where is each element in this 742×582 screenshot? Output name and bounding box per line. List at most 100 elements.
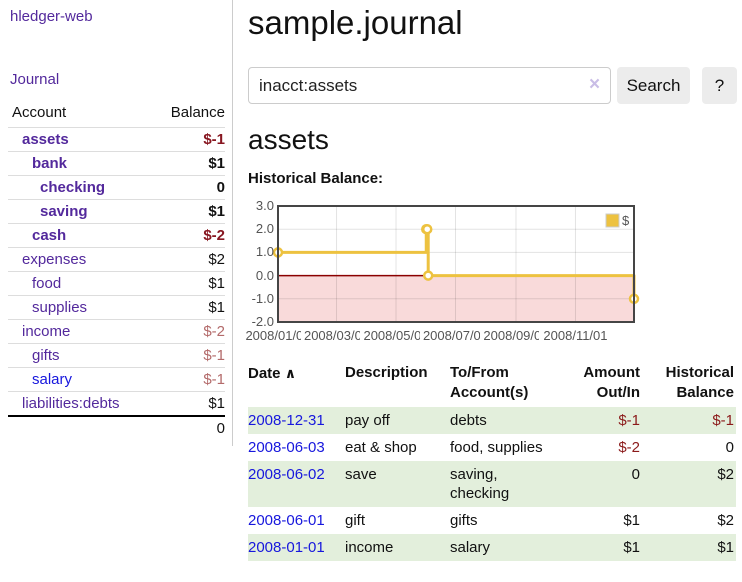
account-row: saving $1 [8, 199, 225, 224]
account-row: checking 0 [8, 175, 225, 200]
account-balance: $1 [150, 199, 225, 224]
x-axis-tick-label: 2008/01/01 [242, 328, 314, 343]
transaction-accounts: saving, checking [450, 466, 510, 502]
account-row: supplies $1 [8, 295, 225, 320]
account-link[interactable]: saving [40, 203, 88, 220]
column-header-balance: Historical Balance [665, 364, 734, 401]
account-row: gifts $-1 [8, 343, 225, 368]
transaction-description: eat & shop [345, 439, 417, 456]
account-link[interactable]: expenses [22, 251, 87, 268]
x-axis-tick-label: 2008/05/01 [360, 328, 433, 343]
account-link[interactable]: bank [32, 155, 68, 172]
accounts-header-balance: Balance [170, 104, 225, 121]
account-balance: $-1 [150, 127, 225, 152]
account-link[interactable]: supplies [32, 299, 88, 316]
y-axis-tick-label: -2.0 [251, 314, 274, 329]
transaction-date-link[interactable]: 2008-06-01 [248, 512, 325, 529]
account-balance: $-1 [150, 343, 225, 368]
x-axis-tick-label: 2008/09/01 [479, 328, 552, 343]
y-axis-tick-label: 1.0 [255, 244, 274, 260]
brand-link[interactable]: hledger-web [10, 8, 93, 25]
data-point-marker [422, 270, 434, 281]
transaction-row: 2008-06-02 save saving, checking 0 $2 [248, 461, 736, 507]
transaction-balance: $2 [717, 512, 734, 529]
page-title: sample.journal [248, 4, 463, 41]
accounts-total: 0 [150, 415, 225, 440]
transaction-balance: $-1 [712, 412, 734, 429]
transaction-balance: $1 [717, 539, 734, 556]
transaction-row: 2008-06-03 eat & shop food, supplies $-2 0 [248, 434, 736, 461]
transaction-amount: $-1 [618, 412, 640, 429]
y-axis-tick-label: 2.0 [255, 221, 274, 237]
transaction-balance: 0 [725, 439, 734, 456]
transaction-date-link[interactable]: 2008-06-03 [248, 439, 325, 456]
transaction-accounts: debts [450, 412, 487, 429]
transaction-date-link[interactable]: 2008-06-02 [248, 466, 325, 483]
transaction-description: income [345, 539, 394, 556]
search-button[interactable]: Search [617, 67, 690, 104]
search-input[interactable] [248, 67, 611, 104]
transaction-amount: $1 [623, 512, 640, 529]
account-link[interactable]: income [22, 323, 71, 340]
sidebar-item-journal[interactable]: Journal [10, 71, 60, 88]
transaction-description: save [345, 466, 377, 483]
account-balance: 0 [150, 175, 225, 200]
chart-title: Historical Balance: [248, 170, 384, 187]
account-balance: $-2 [150, 223, 225, 248]
account-link[interactable]: cash [32, 227, 67, 244]
column-header-amount: Amount Out/In [583, 364, 640, 401]
register-table: Date ∧ Description To/From Account(s) Am… [248, 361, 736, 561]
account-link[interactable]: assets [22, 131, 69, 148]
account-row: cash $-2 [8, 223, 225, 248]
transaction-description: gift [345, 512, 366, 529]
column-header-date[interactable]: Date ∧ [248, 365, 297, 382]
account-balance: $1 [150, 151, 225, 176]
sidebar-divider [232, 0, 233, 446]
accounts-table: Account Balance assets $-1 bank $1 checking 0… [8, 100, 225, 440]
x-axis-tick-label: 2008/07/01 [419, 328, 492, 343]
account-link[interactable]: food [32, 275, 62, 292]
account-balance: $-1 [150, 367, 225, 392]
y-axis-tick-label: 0.0 [255, 267, 274, 283]
account-balance: $1 [150, 271, 225, 296]
column-header-accounts: To/From Account(s) [450, 364, 529, 401]
transaction-row: 2008-01-01 income salary $1 $1 [248, 534, 736, 561]
transaction-date-link[interactable]: 2008-12-31 [248, 412, 325, 429]
transaction-row: 2008-06-01 gift gifts $1 $2 [248, 507, 736, 534]
negative-region [278, 275, 634, 322]
accounts-total-row: 0 [8, 415, 225, 440]
account-table-body: assets $-1 bank $1 checking 0 saving $1 cash $-2 e… [8, 127, 225, 440]
help-button[interactable]: ? [702, 67, 737, 104]
y-axis-tick-label: 3.0 [255, 198, 274, 213]
legend-label: $ [622, 213, 630, 228]
historical-balance-chart: $ 3.0 2.0 1.0 0.0 -1.0 -2.0 2008/01/01 2008/03/… [240, 198, 742, 348]
account-row: income $-2 [8, 319, 225, 344]
y-axis-tick-label: -1.0 [251, 290, 274, 306]
account-link[interactable]: gifts [32, 347, 60, 364]
account-row: assets $-1 [8, 127, 225, 152]
transaction-date-link[interactable]: 2008-01-01 [248, 539, 325, 556]
account-link[interactable]: checking [40, 179, 106, 196]
transaction-accounts: salary [450, 539, 491, 556]
account-row: liabilities:debts $1 [8, 391, 225, 416]
data-point-marker [421, 223, 433, 235]
transaction-description: pay off [345, 412, 390, 429]
chart-plot: $ [272, 205, 640, 323]
x-axis-tick-label: 2008/03/01 [300, 328, 373, 343]
register-table-body: 2008-12-31 pay off debts $-1 $-1 2008-06-03 ea… [248, 407, 736, 561]
account-row: salary $-1 [8, 367, 225, 392]
account-heading: assets [248, 124, 329, 155]
account-balance: $1 [150, 295, 225, 320]
account-balance: $-2 [150, 319, 225, 344]
x-axis-tick-label: 2008/11/01 [539, 328, 612, 343]
transaction-amount: $-2 [618, 439, 640, 456]
clear-search-icon[interactable]: × [589, 74, 601, 95]
account-link[interactable]: salary [32, 371, 73, 388]
transaction-amount: 0 [631, 466, 640, 483]
column-header-description: Description [345, 364, 428, 381]
account-row: food $1 [8, 271, 225, 296]
account-row: expenses $2 [8, 247, 225, 272]
transaction-accounts: food, supplies [450, 439, 543, 456]
account-link[interactable]: liabilities:debts [22, 395, 120, 412]
